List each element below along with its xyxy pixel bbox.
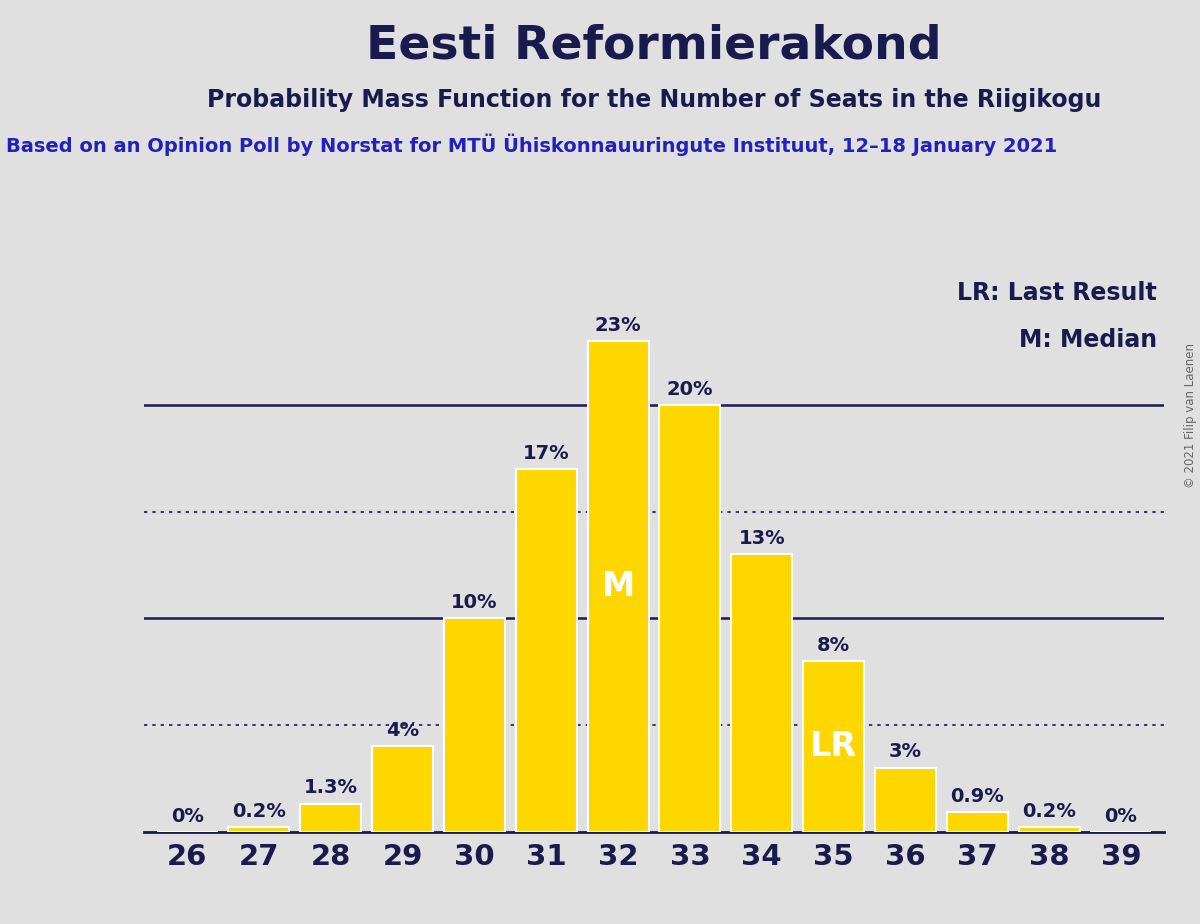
Text: 23%: 23% [595, 316, 641, 334]
Bar [875, 768, 936, 832]
Text: 13%: 13% [738, 529, 785, 548]
Bar [372, 747, 433, 832]
Text: Eesti Reformierakond: Eesti Reformierakond [366, 23, 942, 68]
Text: 1.3%: 1.3% [304, 779, 358, 797]
Text: 4%: 4% [386, 721, 419, 740]
Text: 0.2%: 0.2% [1022, 802, 1076, 821]
Bar [444, 618, 505, 832]
Text: Based on an Opinion Poll by Norstat for MTÜ Ühiskonnauuringute Instituut, 12–18 : Based on an Opinion Poll by Norstat for … [6, 134, 1057, 156]
Bar [731, 554, 792, 832]
Text: 20%: 20% [667, 380, 713, 399]
Text: LR: LR [810, 730, 857, 763]
Text: 17%: 17% [523, 444, 570, 463]
Text: M: Median: M: Median [1019, 328, 1157, 352]
Text: LR: Last Result: LR: Last Result [958, 282, 1157, 306]
Bar [300, 804, 361, 832]
Bar [803, 661, 864, 832]
Text: M: M [601, 570, 635, 602]
Text: 0.9%: 0.9% [950, 787, 1004, 806]
Text: 0%: 0% [1104, 808, 1138, 826]
Text: Probability Mass Function for the Number of Seats in the Riigikogu: Probability Mass Function for the Number… [206, 88, 1102, 112]
Bar [1019, 827, 1080, 832]
Text: 3%: 3% [889, 742, 922, 761]
Text: 10%: 10% [451, 593, 498, 612]
Bar [588, 341, 649, 832]
Bar [947, 812, 1008, 832]
Bar [228, 827, 289, 832]
Text: 8%: 8% [817, 636, 850, 654]
Bar [516, 469, 577, 832]
Bar [659, 405, 720, 832]
Text: 0%: 0% [170, 808, 204, 826]
Text: © 2021 Filip van Laenen: © 2021 Filip van Laenen [1184, 344, 1196, 488]
Text: 0.2%: 0.2% [232, 802, 286, 821]
